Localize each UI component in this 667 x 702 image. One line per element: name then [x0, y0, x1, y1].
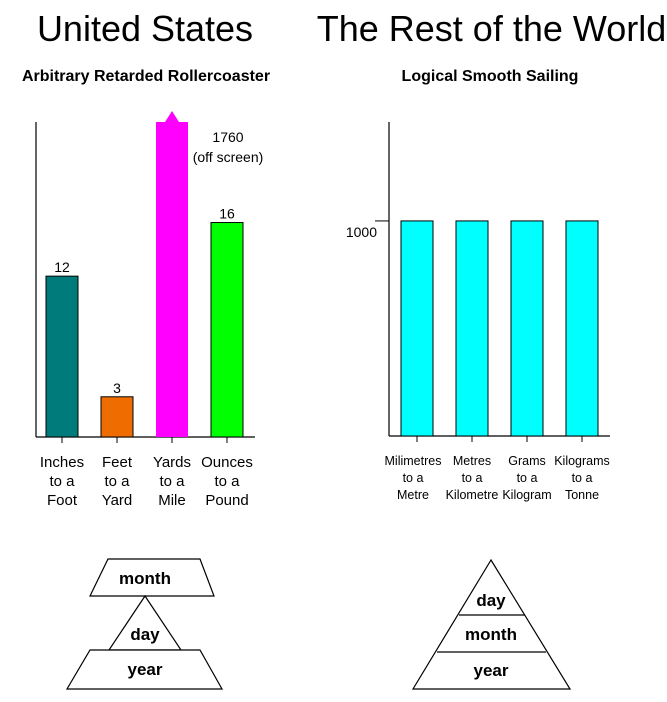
row-x-tick-label-1-1: to a	[462, 471, 483, 485]
row-x-tick-label-0-0: Milimetres	[385, 454, 442, 468]
row-x-tick-label-3-1: to a	[572, 471, 593, 485]
row-x-tick-label-1-0: Metres	[453, 454, 491, 468]
row-bar-0	[400, 220, 434, 437]
us-x-tick-label-1-0: Feet	[102, 454, 133, 471]
us-bar-0	[45, 275, 79, 438]
us-year-label: year	[128, 660, 163, 679]
us-bar-3	[210, 222, 244, 438]
us-bar-2	[156, 111, 188, 437]
row-x-tick-label-3-0: Kilograms	[554, 454, 610, 468]
row-x-tick-label-2-0: Grams	[508, 454, 546, 468]
us-x-tick-label-2-1: to a	[159, 473, 185, 490]
row-x-tick-label-0-1: to a	[403, 471, 424, 485]
us-x-tick-label-1-2: Yard	[102, 492, 133, 509]
us-x-tick-label-3-2: Pound	[205, 492, 248, 509]
us-heading: United States	[36, 8, 254, 49]
us-day-label: day	[130, 625, 160, 644]
us-month-trapezoid	[89, 558, 215, 597]
row-y-tick-label: 1000	[346, 224, 377, 240]
row-x-tick-label-1-2: Kilometre	[446, 488, 499, 502]
us-x-tick-label-0-2: Foot	[47, 492, 78, 509]
us-x-tick-label-0-1: to a	[49, 473, 75, 490]
us-x-tick-label-2-0: Yards	[153, 454, 191, 471]
us-bar-1	[100, 396, 134, 438]
row-bar-3	[565, 220, 599, 437]
us-year-trapezoid	[65, 649, 224, 690]
row-year-label: year	[474, 661, 509, 680]
us-x-tick-label-0-0: Inches	[40, 454, 84, 471]
row-bar-1	[455, 220, 489, 437]
row-day-label: day	[476, 591, 506, 610]
row-x-tick-label-0-2: Metre	[397, 488, 429, 502]
us-data-label-2: 1760	[212, 129, 243, 145]
us-x-tick-label-3-1: to a	[214, 473, 240, 490]
row-x-tick-label-2-2: Kilogram	[502, 488, 551, 502]
rest-of-world-heading: The Rest of the World	[316, 8, 667, 49]
row-pyramid-outline	[411, 558, 572, 690]
rest-of-world-chart-title: Logical Smooth Sailing	[401, 68, 579, 85]
row-x-tick-label-3-2: Tonne	[565, 488, 599, 502]
us-x-tick-label-1-1: to a	[104, 473, 130, 490]
us-off-screen-note: (off screen)	[193, 149, 264, 165]
us-data-label-0: 12	[54, 259, 70, 275]
us-month-label: month	[119, 569, 171, 588]
us-data-label-1: 3	[113, 380, 121, 396]
row-x-tick-label-2-1: to a	[517, 471, 538, 485]
us-data-label-3: 16	[219, 206, 235, 222]
us-x-tick-label-3-0: Ounces	[201, 454, 253, 471]
us-x-tick-label-2-2: Mile	[158, 492, 186, 509]
row-bar-2	[510, 220, 544, 437]
us-chart-title: Arbitrary Retarded Rollercoaster	[21, 68, 271, 85]
row-month-label: month	[465, 625, 517, 644]
